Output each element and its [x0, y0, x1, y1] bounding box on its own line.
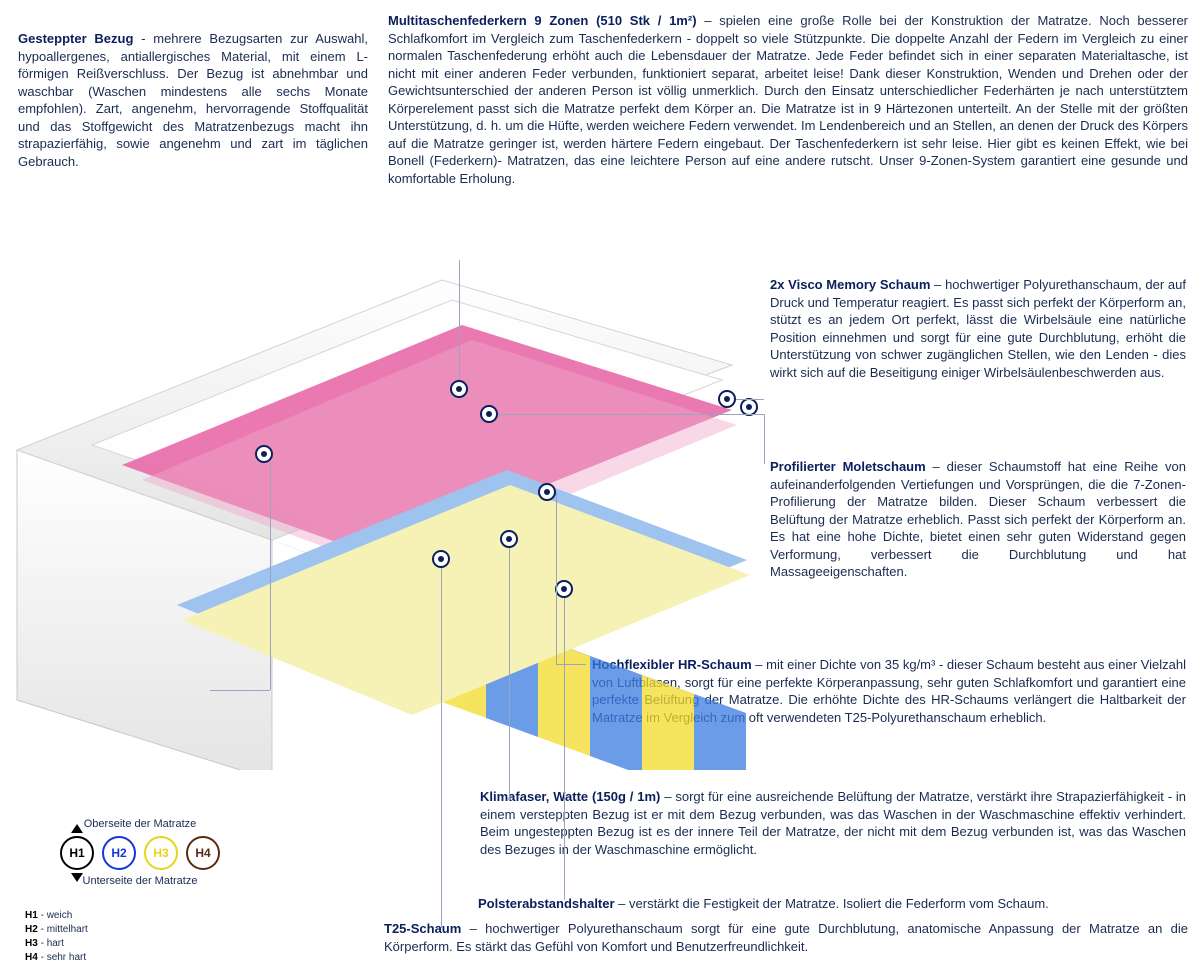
bezug-title: Gesteppter Bezug [18, 31, 133, 46]
hr-sep: – [752, 657, 767, 672]
arrow-down-icon [71, 873, 83, 882]
callout-dot-hr [538, 483, 556, 501]
visco-title: 2x Visco Memory Schaum [770, 277, 930, 292]
molet-body: dieser Schaumstoff hat eine Reihe von au… [770, 459, 1186, 579]
section-visco: 2x Visco Memory Schaum – hochwertiger Po… [770, 276, 1186, 381]
federkern-title: Multitaschenfederkern 9 Zonen (510 Stk /… [388, 13, 697, 28]
section-molet: Profilierter Moletschaum – dieser Schaum… [770, 458, 1186, 581]
section-bezug: Gesteppter Bezug - mehrere Bezugsarten z… [18, 30, 368, 170]
federkern-body: spielen eine große Rolle bei der Konstru… [388, 13, 1188, 186]
legend-keys: H1 - weich H2 - mittelhart H3 - hart H4 … [25, 909, 255, 965]
legend-circles: H1 H2 H3 H4 [25, 836, 255, 870]
mattress-illustration [12, 270, 752, 770]
callout-dot-klima [500, 530, 518, 548]
lead-federkern [459, 260, 460, 380]
lead-molet-v [764, 414, 765, 464]
lead-molet-h [498, 414, 764, 415]
legend-circle-h1: H1 [60, 836, 94, 870]
visco-body: hochwertiger Polyurethanschaum, der auf … [770, 277, 1186, 380]
callout-dot-molet [480, 405, 498, 423]
lead-hr-h [556, 664, 586, 665]
bezug-body: mehrere Bezugsarten zur Auswahl, hypoall… [18, 31, 368, 169]
section-klima: Klimafaser, Watte (150g / 1m) – sorgt fü… [480, 788, 1186, 858]
hardness-legend: Oberseite der Matratze H1 H2 H3 H4 Unter… [25, 817, 255, 965]
klima-title: Klimafaser, Watte (150g / 1m) [480, 789, 660, 804]
legend-circle-h2: H2 [102, 836, 136, 870]
t25-sep: – [461, 921, 485, 936]
bezug-sep: - [133, 31, 153, 46]
t25-body: hochwertiger Polyurethanschaum sorgt für… [384, 921, 1188, 954]
lead-t25 [441, 568, 442, 928]
polster-sep: – [615, 896, 629, 911]
legend-bottom-label: Unterseite der Matratze [25, 874, 255, 889]
callout-dot-bezug [255, 445, 273, 463]
section-t25: T25-Schaum – hochwertiger Polyurethansch… [384, 920, 1188, 955]
callout-dot-t25 [432, 550, 450, 568]
legend-circle-h3: H3 [144, 836, 178, 870]
t25-title: T25-Schaum [384, 921, 461, 936]
lead-visco [736, 399, 764, 400]
callout-dot-polster [555, 580, 573, 598]
legend-top-label: Oberseite der Matratze [25, 817, 255, 832]
molet-sep: – [926, 459, 947, 474]
lead-polster [564, 598, 565, 900]
lead-bezug-v [270, 463, 271, 690]
section-polster: Polsterabstandshalter – verstärkt die Fe… [478, 895, 1188, 913]
callout-dot-federkern [450, 380, 468, 398]
klima-sep: – [660, 789, 675, 804]
legend-circle-h4: H4 [186, 836, 220, 870]
lead-bezug [210, 690, 270, 691]
molet-title: Profilierter Moletschaum [770, 459, 926, 474]
lead-klima [509, 548, 510, 800]
section-federkern: Multitaschenfederkern 9 Zonen (510 Stk /… [388, 12, 1188, 187]
polster-title: Polsterabstandshalter [478, 896, 615, 911]
visco-sep: – [930, 277, 945, 292]
lead-hr-v [556, 492, 557, 664]
callout-dot-visco-a [718, 390, 736, 408]
federkern-sep: – [697, 13, 720, 28]
polster-body: verstärkt die Festigkeit der Matratze. I… [629, 896, 1049, 911]
arrow-up-icon [71, 824, 83, 833]
